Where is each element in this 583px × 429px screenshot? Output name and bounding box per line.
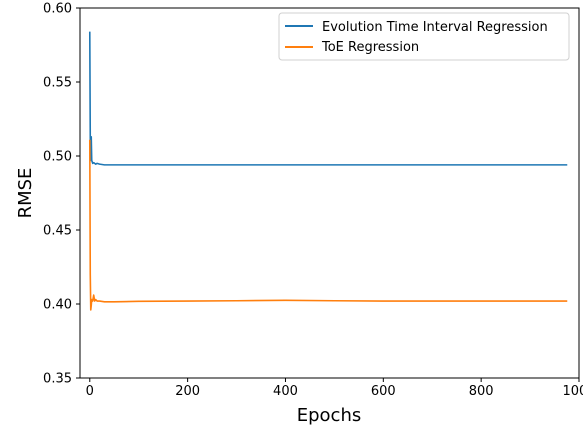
y-tick-label: 0.40 bbox=[43, 298, 72, 313]
x-tick-label: 600 bbox=[371, 384, 396, 399]
legend-label-series-1: Evolution Time Interval Regression bbox=[322, 20, 548, 35]
legend-box bbox=[278, 12, 570, 61]
plot-area bbox=[88, 31, 568, 311]
y-tick-label: 0.45 bbox=[43, 224, 72, 239]
x-tick-label: 200 bbox=[175, 384, 200, 399]
x-tick-label: 800 bbox=[469, 384, 494, 399]
series-line-1 bbox=[88, 31, 568, 166]
series-line-2 bbox=[88, 139, 568, 311]
legend-label-series-2: ToE Regression bbox=[321, 40, 419, 55]
x-tick-label: 0 bbox=[86, 384, 94, 399]
y-axis-label: RMSE bbox=[15, 168, 36, 219]
y-axis-ticks: 0.35 0.40 0.45 0.50 0.55 0.60 bbox=[43, 2, 80, 387]
x-axis-label: Epochs bbox=[297, 405, 362, 426]
x-tick-label: 400 bbox=[273, 384, 298, 399]
legend: Evolution Time Interval Regression ToE R… bbox=[278, 12, 570, 61]
axes-frame bbox=[79, 7, 580, 379]
y-tick-label: 0.55 bbox=[43, 76, 72, 91]
y-tick-label: 0.35 bbox=[43, 372, 72, 387]
y-tick-label: 0.60 bbox=[43, 2, 72, 17]
x-tick-label: 1000 bbox=[562, 384, 583, 399]
x-axis-ticks: 0 200 400 600 800 1000 bbox=[86, 378, 583, 399]
y-tick-label: 0.50 bbox=[43, 150, 72, 165]
